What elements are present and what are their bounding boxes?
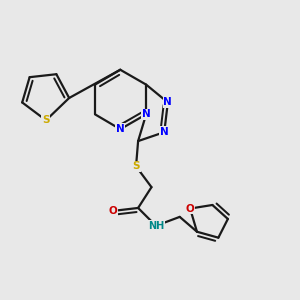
Text: S: S <box>42 115 50 125</box>
Text: O: O <box>109 206 117 216</box>
Text: S: S <box>132 161 140 171</box>
Text: N: N <box>116 124 125 134</box>
Text: N: N <box>160 127 169 137</box>
Text: N: N <box>142 109 151 119</box>
Text: NH: NH <box>148 221 164 231</box>
Text: O: O <box>186 204 194 214</box>
Text: N: N <box>164 98 172 107</box>
